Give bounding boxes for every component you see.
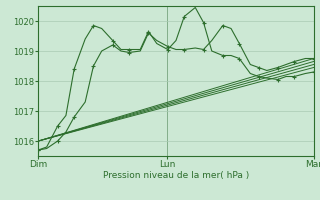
X-axis label: Pression niveau de la mer( hPa ): Pression niveau de la mer( hPa ) [103,171,249,180]
